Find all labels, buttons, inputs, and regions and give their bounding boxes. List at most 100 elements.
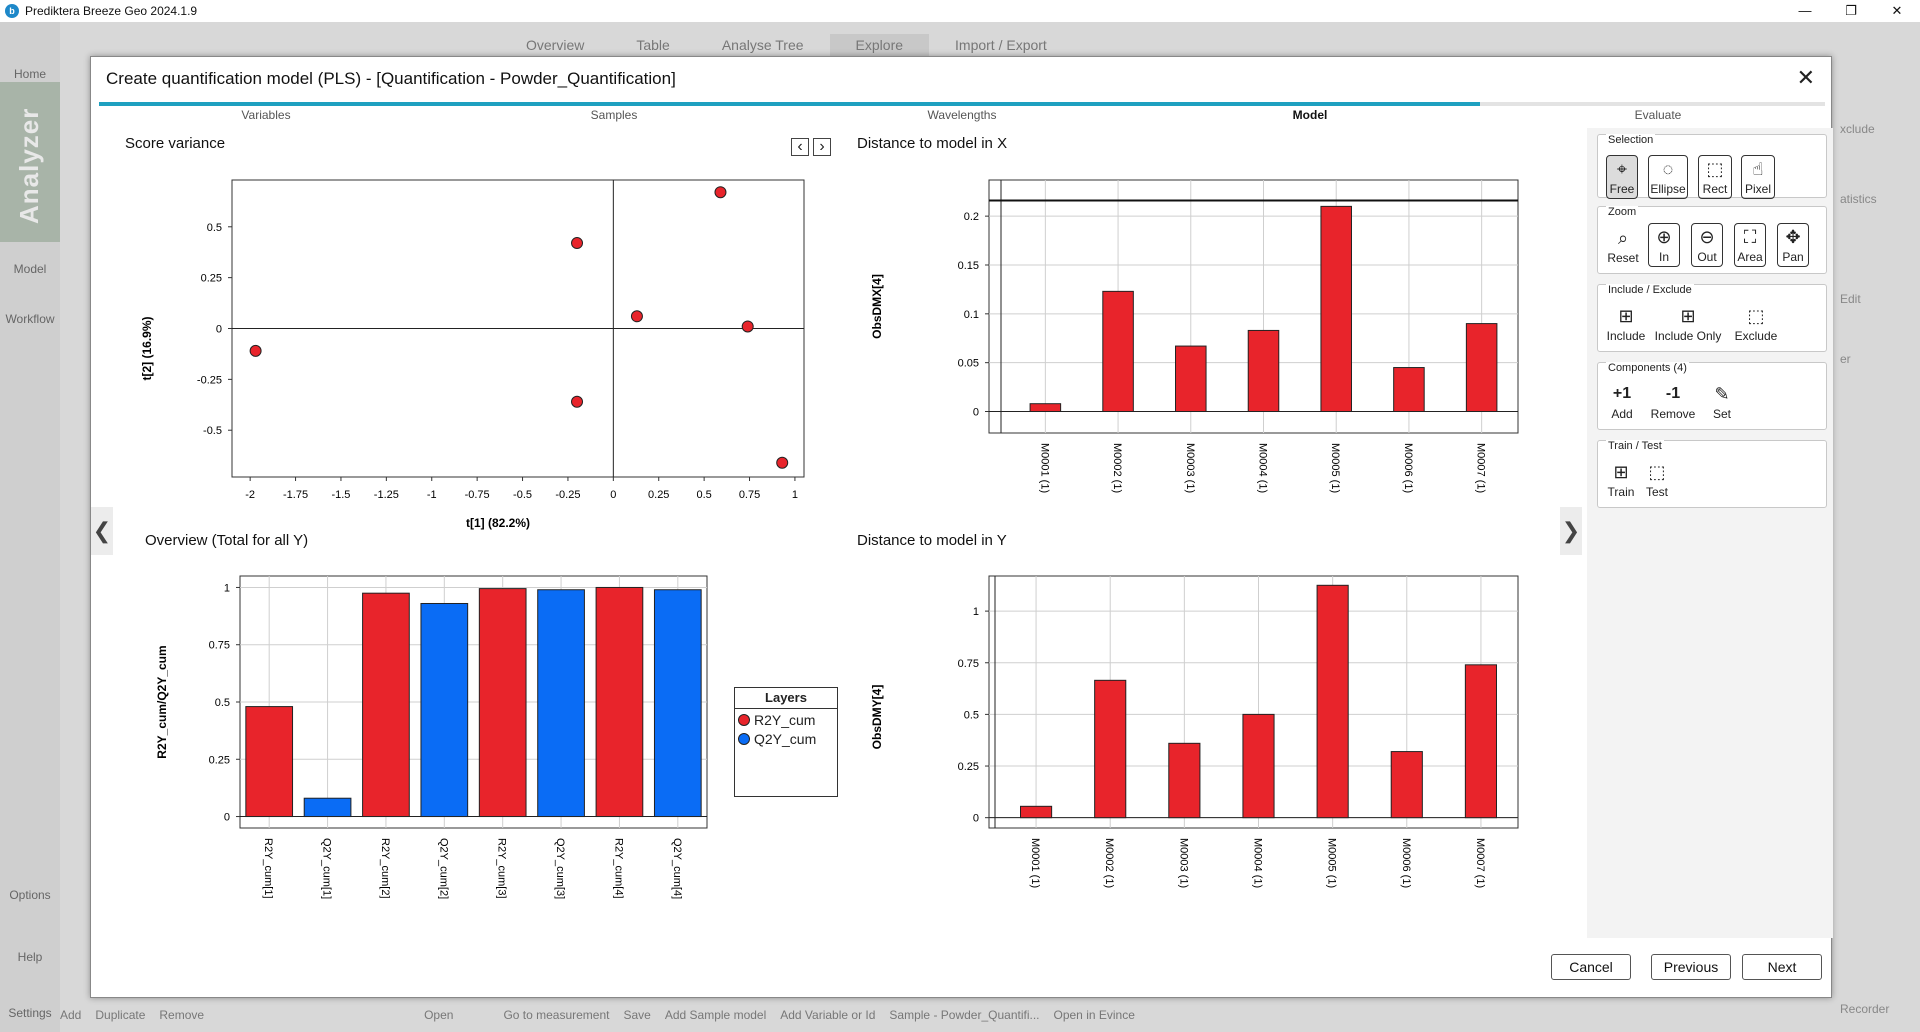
tool-panel: Selection ⌖ Free ◌ Ellipse ⬚ Rect ☝ Pixel Zo… [1587,128,1833,938]
next-button[interactable]: Next [1742,954,1822,980]
overview-title: Overview (Total for all Y) [145,532,309,549]
include-only-button[interactable]: ⊞ Include Only [1654,306,1722,343]
bar [1390,751,1423,819]
add-component-button[interactable]: +1 Add [1611,385,1633,421]
bg-action: Open [424,1007,454,1022]
include-only-icon: ⊞ [1680,306,1696,326]
step-variables[interactable]: Variables [241,108,291,122]
x-tick-label: R2Y_cum[3] [496,838,508,899]
bg-action: Open in Evince [1053,1007,1135,1022]
x-tick-label: M0004 (1) [1257,443,1269,493]
bar [1094,679,1127,819]
x-tick-label: M0006 (1) [1402,443,1414,493]
score-prev-button[interactable]: ‹ [791,138,809,156]
pan-icon: ✥ [1785,227,1801,247]
set-components-button[interactable]: ✎ Set [1712,384,1731,421]
score-point [630,310,643,323]
x-tick-label: M0007 (1) [1475,443,1487,493]
y-tick-label: 0.75 [209,640,230,652]
pencil-icon: ✎ [1714,384,1730,404]
bg-nav-options: Options [9,888,51,902]
include-button[interactable]: ⊞ Include [1606,306,1646,343]
select-free-button[interactable]: ⌖ Free [1606,155,1638,199]
zoom-out-button[interactable]: ⊖ Out [1691,223,1723,267]
y-tick-label: 0.15 [958,260,979,272]
x-tick-label: 1 [792,489,798,501]
zoom-area-button[interactable]: ⛶ Area [1734,223,1766,267]
exclude-button[interactable]: ⬚ Exclude [1734,306,1778,343]
window-title-bar: b Prediktera Breeze Geo 2024.1.9 — ❐ ✕ [0,0,1920,22]
test-button[interactable]: ⬚ Test [1645,462,1668,499]
x-tick-label: -2 [245,489,255,501]
bg-action: Go to measurement [503,1007,610,1022]
step-samples[interactable]: Samples [590,108,638,122]
next-panel-arrow[interactable]: ❯ [1560,507,1582,555]
cancel-button[interactable]: Cancel [1551,954,1631,980]
zoom-in-button[interactable]: ⊕ In [1648,223,1680,267]
remove-component-button[interactable]: -1 Remove [1650,385,1696,421]
zoom-in-icon: ⊕ [1656,227,1672,247]
x-axis-label: t[1] (82.2%) [466,516,530,530]
score-next-button[interactable]: › [813,138,831,156]
bg-tab: Import / Export [955,37,1047,53]
pan-button[interactable]: ✥ Pan [1777,223,1809,267]
y-tick-label: -0.25 [197,374,222,386]
window-close-button[interactable]: ✕ [1891,3,1903,18]
rect-select-icon: ⬚ [1706,159,1724,179]
bar [1029,403,1062,413]
bg-right-item: atistics [1840,192,1877,206]
previous-button[interactable]: Previous [1651,954,1731,980]
zoom-label: Zoom [1606,206,1639,218]
create-model-dialog: Create quantification model (PLS) - [Qua… [90,56,1833,998]
x-tick-label: -1 [427,489,437,501]
bg-right-panel: xclude atistics Edit er Recorder [1830,82,1920,1016]
x-tick-label: 0.5 [696,489,711,501]
maximize-button[interactable]: ❐ [1845,3,1857,18]
dialog-close-button[interactable]: ✕ [1796,65,1815,90]
bar [1175,345,1207,413]
bg-right-item: Edit [1840,292,1861,306]
y-tick-label: 0.1 [964,309,979,321]
exclude-icon: ⬚ [1747,306,1765,326]
step-model[interactable]: Model [1292,108,1328,122]
bg-right-item: er [1840,352,1851,366]
bar [595,586,644,818]
include-exclude-group: Include / Exclude ⊞ Include ⊞ Include Only… [1597,284,1827,352]
y-tick-label: 0 [216,324,222,336]
bar [362,592,410,818]
select-pixel-button[interactable]: ☝ Pixel [1741,155,1775,199]
x-tick-label: -0.5 [513,489,532,501]
zoom-group: Zoom ⌕ Reset ⊕ In ⊖ Out ⛶ Area ✥ Pan [1597,206,1827,274]
train-button[interactable]: ⊞ Train [1607,462,1635,499]
zoom-reset-button[interactable]: ⌕ Reset [1607,228,1639,265]
bar [245,706,294,818]
train-icon: ⊞ [1613,462,1629,482]
step-wavelengths[interactable]: Wavelengths [927,108,997,122]
score-point [741,320,754,333]
score-variance-chart[interactable]: -2 -1.75 -1.5 -1.25 -1 -0.75 -0.5 -0.25 0 0.25 0.5… [91,57,1571,997]
zoom-area-icon: ⛶ [1743,227,1757,247]
bg-tabs: Overview Table Analyse Tree Explore Impo… [500,34,1073,56]
prev-panel-arrow[interactable]: ❮ [91,507,113,555]
bg-action: Add Variable or Id [780,1007,876,1022]
x-tick-label: -0.25 [555,489,580,501]
y-tick-label: 1 [224,582,230,594]
bar [1168,742,1201,819]
bg-action: Duplicate [95,1007,146,1022]
x-tick-label: M0002 (1) [1111,443,1123,493]
train-test-label: Train / Test [1606,440,1664,452]
x-tick-label: -1.25 [374,489,399,501]
y-tick-label: 0.2 [964,211,979,223]
minimize-button[interactable]: — [1798,3,1812,18]
x-tick-label: M0002 (1) [1103,838,1115,888]
y-tick-label: 0.5 [964,709,979,721]
components-label: Components (4) [1606,362,1689,374]
train-test-group: Train / Test ⊞ Train ⬚ Test [1597,440,1827,508]
select-rect-button[interactable]: ⬚ Rect [1698,155,1732,199]
y-axis-label: t[2] (16.9%) [140,316,154,380]
bg-bottom-actions: Add Duplicate Remove Open Go to measurem… [60,997,1920,1032]
y-tick-label: 0.05 [958,358,979,370]
step-evaluate[interactable]: Evaluate [1634,108,1682,122]
select-ellipse-button[interactable]: ◌ Ellipse [1648,155,1688,199]
dist-y-title: Distance to model in Y [857,532,1007,549]
